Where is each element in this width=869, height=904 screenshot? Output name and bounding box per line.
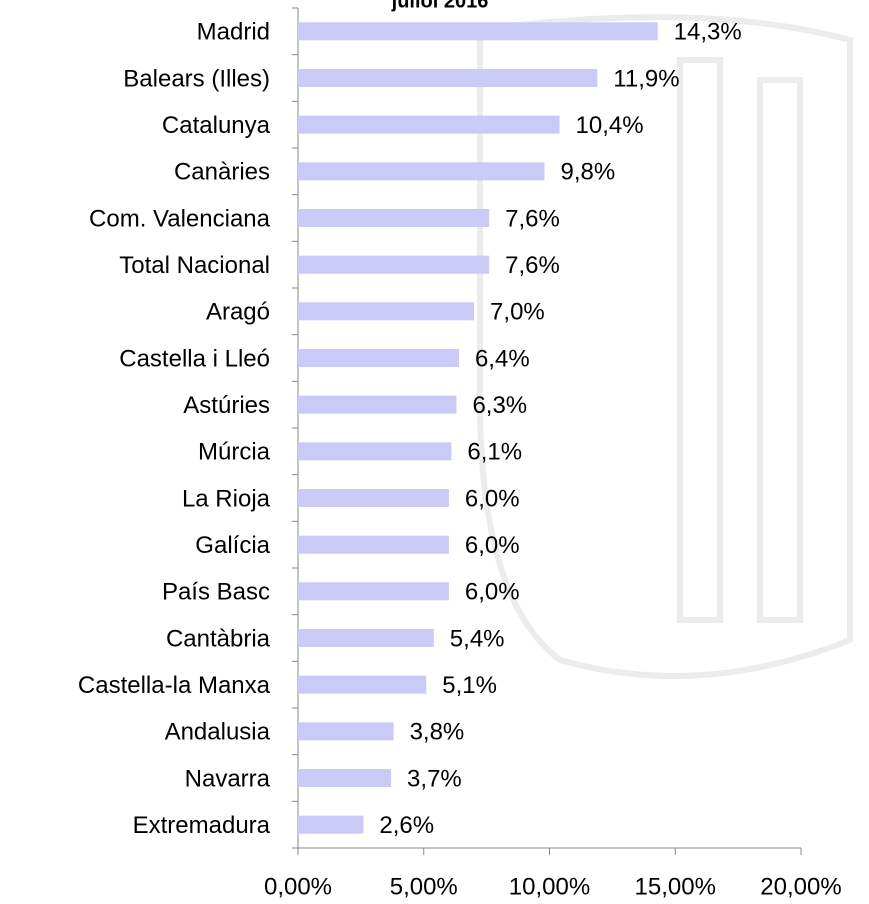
bar [298, 535, 449, 554]
y-tick-label: La Rioja [182, 485, 271, 512]
bar [298, 629, 434, 647]
value-label: 7,0% [490, 299, 545, 326]
x-tick-label: 20,00% [760, 873, 841, 900]
bar [298, 255, 490, 274]
bar [298, 442, 452, 461]
y-tick-label: Madrid [197, 19, 270, 46]
y-tick-label: Astúries [183, 392, 270, 419]
value-label: 5,1% [442, 672, 497, 699]
bar [298, 69, 598, 87]
y-tick-label: Castella i Lleó [119, 345, 270, 372]
value-label: 6,3% [472, 392, 527, 419]
bar [298, 302, 475, 321]
value-label: 6,0% [465, 485, 520, 512]
y-tick-label: Balears (Illes) [123, 65, 270, 92]
bar [298, 769, 392, 787]
x-tick-label: 15,00% [635, 873, 716, 900]
x-tick-label: 5,00% [390, 873, 458, 900]
y-tick-label: Aragó [206, 299, 270, 326]
background-emblem [477, 14, 853, 679]
bar [298, 675, 427, 694]
value-label: 2,6% [379, 812, 434, 839]
x-tick-label: 0,00% [264, 873, 332, 900]
value-label: 5,4% [450, 625, 505, 652]
value-label: 7,6% [505, 205, 560, 232]
bar [298, 582, 449, 601]
y-tick-label: Extremadura [133, 812, 271, 839]
x-tick-label: 10,00% [509, 873, 590, 900]
value-label: 9,8% [560, 159, 615, 186]
y-tick-label: Cantàbria [166, 625, 271, 652]
bar [298, 815, 364, 834]
y-tick-label: Múrcia [198, 439, 271, 466]
bar [298, 115, 560, 134]
bar [298, 22, 658, 41]
bar [298, 722, 394, 741]
chart-title: juliol 2016 [391, 0, 489, 12]
y-tick-label: Galícia [195, 532, 270, 559]
value-label: 3,7% [407, 765, 462, 792]
y-tick-label: Castella-la Manxa [78, 672, 271, 699]
bar [298, 349, 459, 367]
y-tick-label: Catalunya [162, 112, 271, 139]
value-label: 6,4% [475, 345, 530, 372]
value-label: 6,0% [465, 579, 520, 606]
bar [298, 209, 490, 227]
value-label: 10,4% [576, 112, 644, 139]
bar [298, 395, 457, 414]
bar [298, 489, 449, 507]
y-tick-label: Canàries [174, 159, 270, 186]
bar [298, 162, 545, 181]
y-tick-label: Total Nacional [119, 252, 270, 279]
value-label: 6,1% [467, 439, 522, 466]
value-label: 11,9% [613, 65, 679, 92]
y-tick-label: País Basc [162, 579, 270, 606]
value-label: 6,0% [465, 532, 520, 559]
y-tick-label: Com. Valenciana [89, 205, 271, 232]
value-label: 3,8% [410, 719, 465, 746]
value-label: 14,3% [674, 19, 742, 46]
y-tick-label: Navarra [185, 765, 271, 792]
value-label: 7,6% [505, 252, 560, 279]
y-tick-label: Andalusia [165, 719, 271, 746]
